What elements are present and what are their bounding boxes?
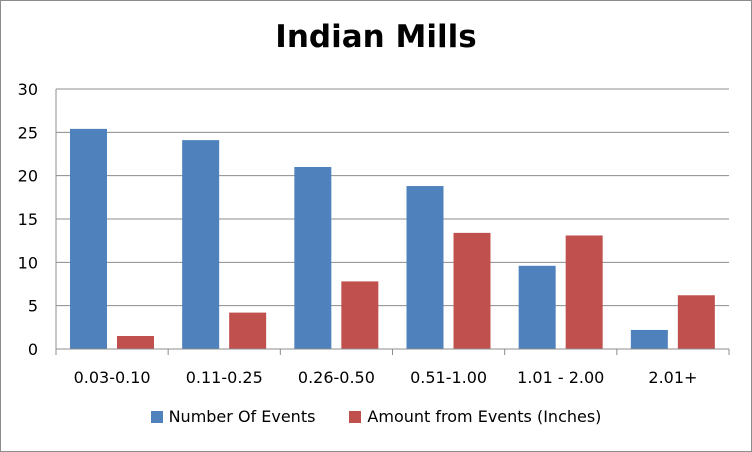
- legend-swatch-series-2: [349, 410, 362, 423]
- bar-series-1: [70, 128, 107, 349]
- grid-lines: [56, 88, 729, 307]
- y-tick-label: 10: [18, 253, 38, 272]
- legend-item-series-2: Amount from Events (Inches): [349, 407, 601, 426]
- y-tick-label: 5: [28, 297, 38, 316]
- bars: [70, 128, 715, 349]
- legend-label-series-2: Amount from Events (Inches): [367, 407, 602, 426]
- tick-labels: 0 5 10 15 20 25 30 0.03-0.10 0.11-0.25 0.26-0.50 0…: [18, 80, 698, 387]
- axes: [55, 89, 730, 355]
- legend: Number Of Events Amount from Events (Inc…: [1, 407, 751, 426]
- bar-series-2: [117, 336, 154, 349]
- bar-series-1: [182, 140, 220, 349]
- legend-item-series-1: Number Of Events: [150, 407, 316, 426]
- bar-series-2: [341, 281, 379, 349]
- legend-swatch-series-1: [150, 410, 163, 423]
- bar-series-1: [630, 329, 668, 349]
- x-tick-label: 1.01 - 2.00: [517, 368, 604, 387]
- y-tick-label: 30: [18, 80, 38, 99]
- x-tick-label: 0.51-1.00: [410, 368, 487, 387]
- bar-series-2: [453, 232, 491, 349]
- y-tick-label: 0: [28, 340, 38, 359]
- legend-label-series-1: Number Of Events: [168, 407, 316, 426]
- chart-title: Indian Mills: [275, 19, 477, 55]
- bar-series-1: [294, 167, 332, 349]
- x-tick-label: 0.26-0.50: [298, 368, 375, 387]
- bar-series-1: [518, 265, 556, 349]
- x-tick-label: 0.03-0.10: [74, 368, 151, 387]
- bar-series-2: [229, 312, 267, 349]
- y-tick-label: 20: [18, 167, 38, 186]
- x-tick-label: 2.01+: [648, 368, 697, 387]
- bar-series-2: [677, 295, 715, 349]
- bar-series-2: [565, 235, 603, 349]
- y-tick-label: 25: [18, 123, 38, 142]
- x-tick-label: 0.11-0.25: [186, 368, 263, 387]
- bar-series-1: [406, 186, 444, 349]
- y-tick-label: 15: [18, 210, 38, 229]
